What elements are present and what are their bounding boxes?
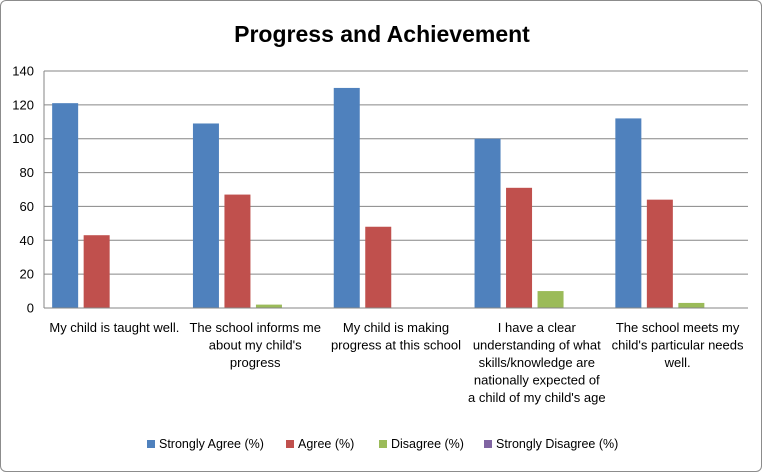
bar <box>224 194 251 308</box>
y-tick-label: 100 <box>12 131 34 146</box>
bar <box>474 138 501 308</box>
bar <box>333 87 360 308</box>
x-category-label-line: progress <box>230 355 281 370</box>
bar <box>52 103 79 309</box>
legend-label: Agree (%) <box>298 437 354 451</box>
x-category-label: I have a clear understanding of what skill… <box>468 320 606 405</box>
bars <box>52 87 705 309</box>
legend: Strongly Agree (%) Agree (%) Disagree (%) S… <box>147 437 618 451</box>
bar <box>615 118 642 309</box>
x-category-label-line: My child is making <box>343 320 449 335</box>
x-category-label-line: The school informs me <box>189 320 321 335</box>
y-tick-label: 60 <box>20 199 34 214</box>
x-category-label-line: The school meets my <box>616 320 740 335</box>
x-category-label-line: about my child's <box>209 338 302 353</box>
x-category-label: My child is making progress at this schoo… <box>331 320 461 353</box>
y-tick-label: 40 <box>20 233 34 248</box>
chart-title: Progress and Achievement <box>234 21 530 47</box>
category-labels: My child is taught well. The school infor… <box>49 320 744 405</box>
bar <box>83 235 110 308</box>
bar <box>646 199 673 308</box>
y-tick-label: 0 <box>27 301 34 316</box>
bar <box>255 304 282 308</box>
y-tick-label: 120 <box>12 97 34 112</box>
x-axis <box>43 71 748 309</box>
x-category-label-line: progress at this school <box>331 338 461 353</box>
bar <box>192 123 219 308</box>
x-category-label-line: understanding of what <box>473 338 601 353</box>
bar <box>537 291 564 308</box>
x-category-label-line: well. <box>664 355 691 370</box>
bar <box>365 226 392 308</box>
x-category-label-line: skills/knowledge are <box>479 355 595 370</box>
y-tick-label: 20 <box>20 267 34 282</box>
gridlines <box>44 70 748 309</box>
legend-label: Strongly Disagree (%) <box>496 437 618 451</box>
legend-swatch <box>147 440 155 448</box>
legend-swatch <box>484 440 492 448</box>
legend-swatch <box>379 440 387 448</box>
y-axis-ticks: 0 20 40 60 80 100 120 140 <box>12 64 34 316</box>
y-tick-label: 80 <box>20 165 34 180</box>
bar <box>678 302 705 308</box>
x-category-label-line: nationally expected of <box>474 373 600 388</box>
legend-label: Strongly Agree (%) <box>159 437 264 451</box>
bar <box>506 187 533 308</box>
legend-swatch <box>286 440 294 448</box>
x-category-label-line: a child of my child's age <box>468 390 606 405</box>
x-category-label-line: I have a clear <box>498 320 577 335</box>
x-category-label-line: My child is taught well. <box>49 320 179 335</box>
y-tick-label: 140 <box>12 64 34 79</box>
x-category-label: The school informs me about my child's pro… <box>189 320 321 370</box>
x-category-label-line: child's particular needs <box>612 338 744 353</box>
legend-label: Disagree (%) <box>391 437 464 451</box>
x-category-label: My child is taught well. <box>49 320 179 335</box>
x-category-label: The school meets my child's particular ne… <box>612 320 744 370</box>
